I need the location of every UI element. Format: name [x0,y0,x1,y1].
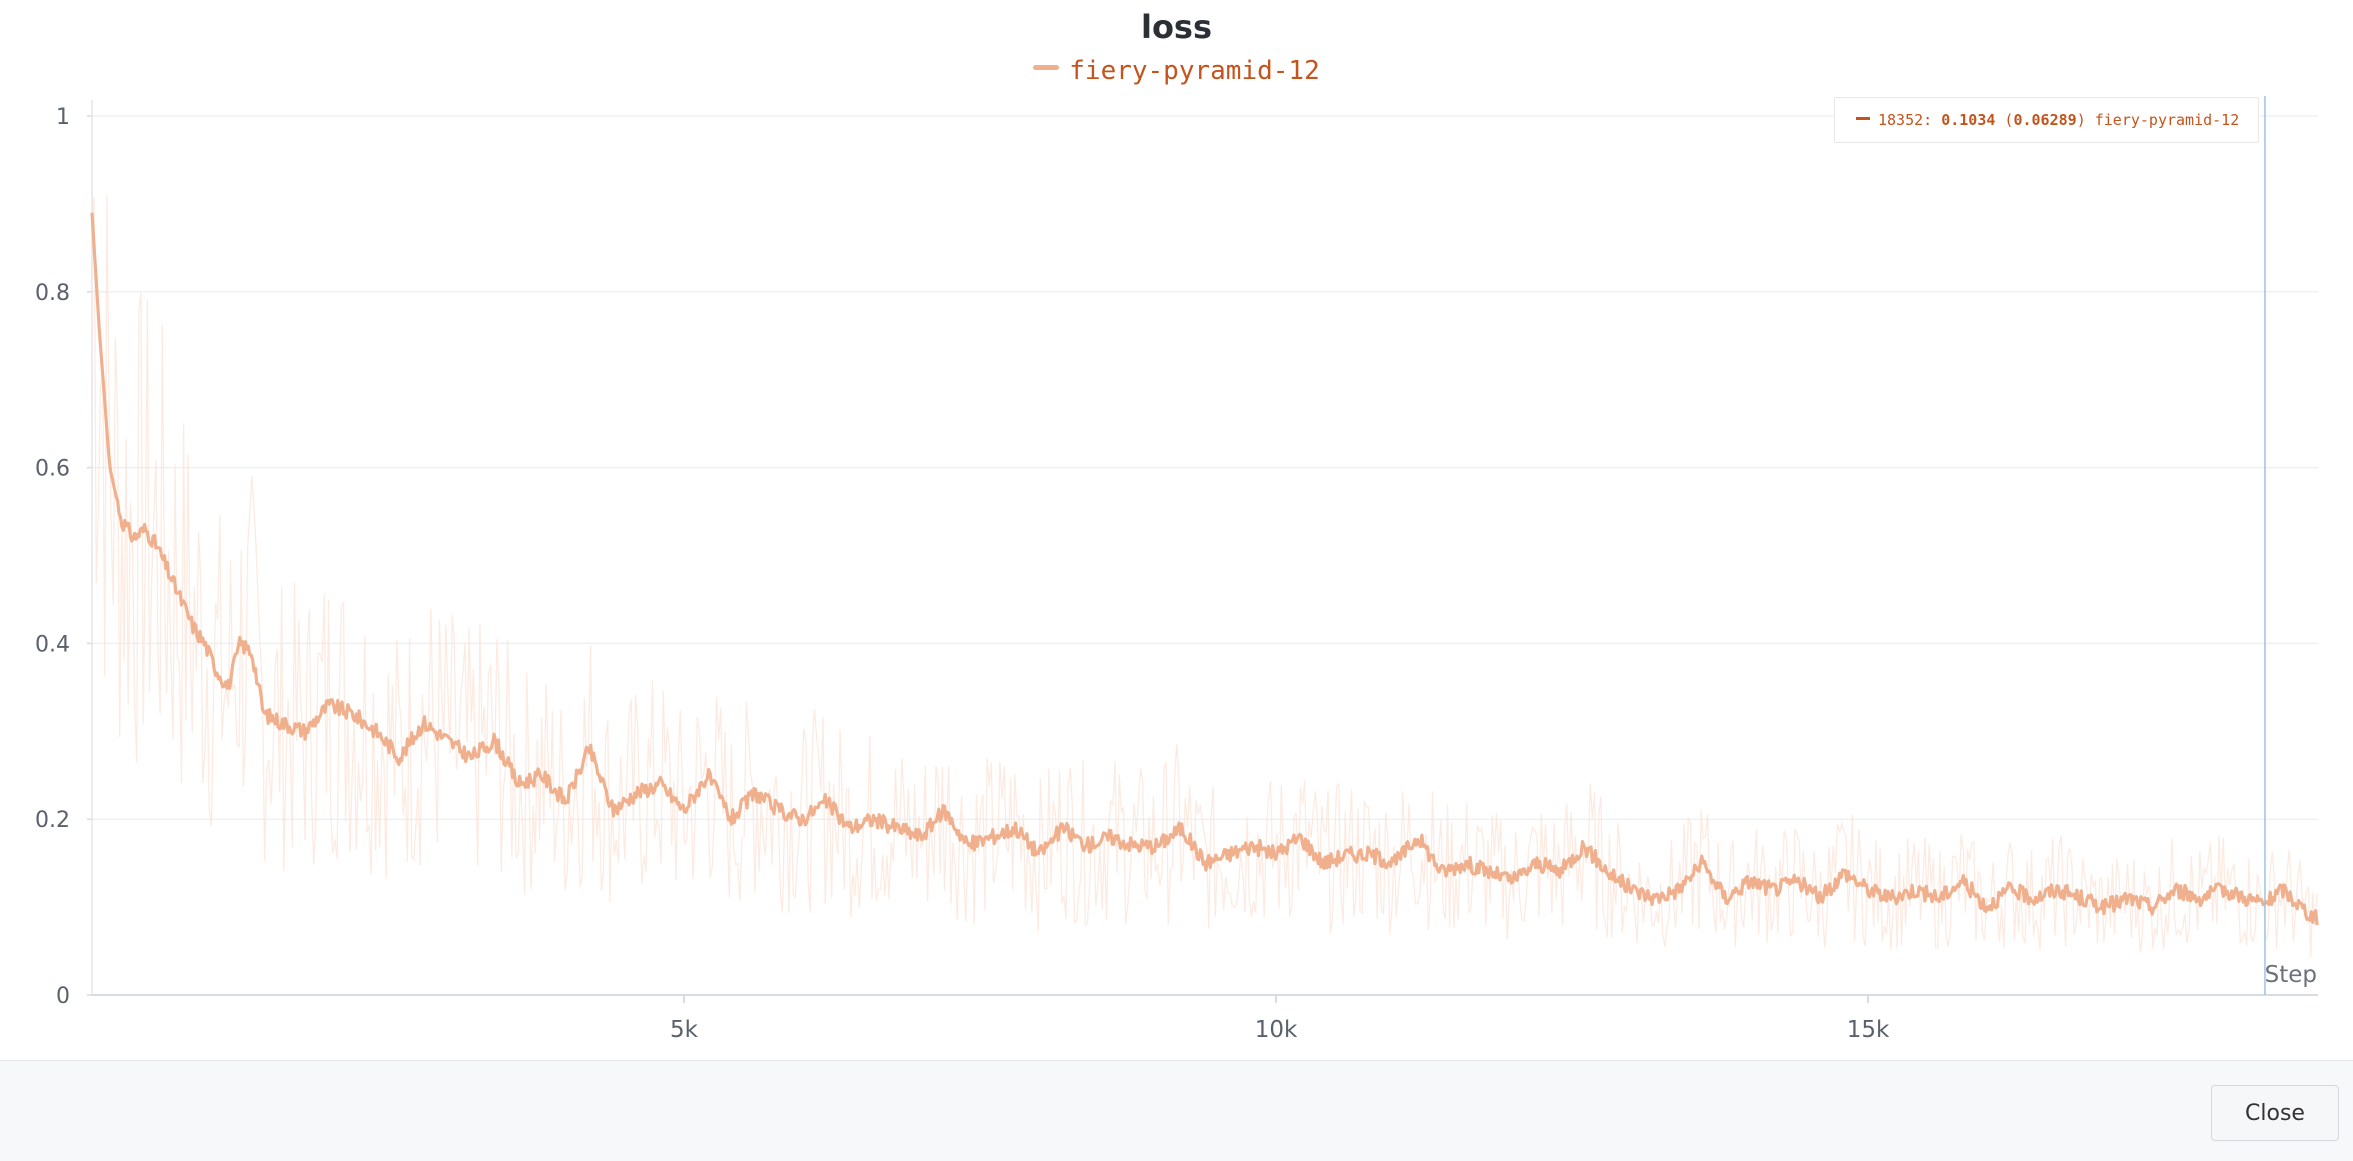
chart-title: loss [1140,8,1213,46]
y-tick-label: 0.4 [35,632,70,657]
dialog-footer: Close [0,1060,2353,1161]
tooltip-series-name: fiery-pyramid-12 [2094,111,2240,129]
tooltip-step: 18352: [1878,111,1933,129]
legend-series-name: fiery-pyramid-12 [1069,56,1320,86]
y-tick-label: 0.8 [35,281,70,306]
y-tick-label: 1 [56,105,70,130]
tooltip-raw-value: 0.06289 [2013,111,2077,129]
series-line-fiery-pyramid-12 [90,212,2319,926]
tooltip-swatch [1856,117,1870,120]
chart-panel: loss fiery-pyramid-12 0 0.2 0.4 0.6 0.8 1 5k 10… [0,0,2353,1060]
raw-series-line [91,194,2318,958]
x-tick-label: 10k [1255,1017,1298,1043]
x-tick-label: 5k [670,1017,699,1043]
series-layer [90,212,2319,926]
hover-tooltip: 18352: 0.1034 (0.06289) fiery-pyramid-12 [1834,97,2259,143]
y-tick-label: 0.2 [35,808,70,833]
grid [92,115,2318,820]
y-tick-label: 0.6 [35,457,70,482]
raw-series [91,194,2318,958]
x-axis-label: Step [2265,962,2317,988]
y-tick-label: 0 [56,984,70,1009]
close-button[interactable]: Close [2211,1085,2339,1141]
tooltip-value: 0.1034 [1941,111,1996,129]
legend[interactable]: fiery-pyramid-12 [0,56,2353,86]
legend-swatch [1033,65,1060,70]
x-tick-label: 15k [1847,1017,1890,1043]
